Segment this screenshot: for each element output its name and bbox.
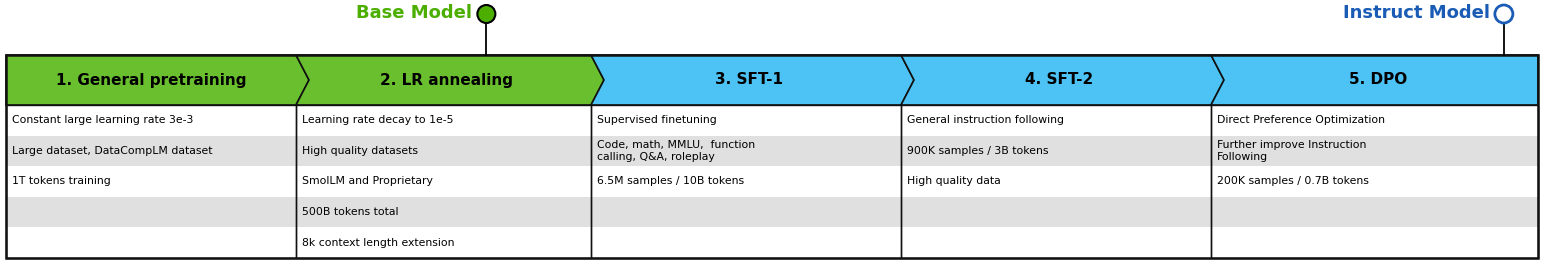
Text: High quality datasets: High quality datasets [303,146,418,156]
Text: Instruct Model: Instruct Model [1343,4,1490,22]
Text: Base Model: Base Model [357,4,472,22]
Bar [6,55,1538,258]
Bar [296,105,591,258]
Bar [296,166,591,197]
Text: 900K samples / 3B tokens: 900K samples / 3B tokens [906,146,1048,156]
Text: 500B tokens total: 500B tokens total [303,207,398,217]
Bar [296,228,591,258]
Text: Direct Preference Optimization: Direct Preference Optimization [1217,115,1385,125]
Polygon shape [902,55,1224,105]
Polygon shape [1210,55,1538,105]
Bar [6,105,296,258]
Text: Code, math, MMLU,  function
calling, Q&A, roleplay: Code, math, MMLU, function calling, Q&A,… [598,140,755,162]
Polygon shape [6,55,309,105]
Bar [1210,166,1538,197]
Bar [1210,136,1538,166]
Text: Constant large learning rate 3e-3: Constant large learning rate 3e-3 [12,115,193,125]
Bar [1210,105,1538,136]
Text: Further improve Instruction
Following: Further improve Instruction Following [1217,140,1366,162]
Text: SmolLM and Proprietary: SmolLM and Proprietary [303,177,432,187]
Bar [591,105,902,136]
Bar [902,136,1210,166]
Bar [902,197,1210,228]
Text: 6.5M samples / 10B tokens: 6.5M samples / 10B tokens [598,177,744,187]
Bar [902,105,1210,258]
Polygon shape [591,55,914,105]
Text: Supervised finetuning: Supervised finetuning [598,115,716,125]
Bar [902,228,1210,258]
Bar [6,197,296,228]
Bar [296,197,591,228]
Bar [591,197,902,228]
Ellipse shape [1495,5,1513,23]
Polygon shape [296,55,604,105]
Bar [591,105,902,258]
Bar [6,105,296,136]
Bar [6,166,296,197]
Ellipse shape [477,5,496,23]
Text: 200K samples / 0.7B tokens: 200K samples / 0.7B tokens [1217,177,1370,187]
Text: 2. LR annealing: 2. LR annealing [380,73,513,87]
Text: Learning rate decay to 1e-5: Learning rate decay to 1e-5 [303,115,454,125]
Bar [6,228,296,258]
Text: High quality data: High quality data [906,177,1001,187]
Text: Large dataset, DataCompLM dataset: Large dataset, DataCompLM dataset [12,146,213,156]
Text: 1. General pretraining: 1. General pretraining [56,73,245,87]
Bar [1210,105,1538,258]
Text: General instruction following: General instruction following [906,115,1064,125]
Bar [591,166,902,197]
Bar [6,136,296,166]
Text: 5. DPO: 5. DPO [1348,73,1407,87]
Text: 4. SFT-2: 4. SFT-2 [1025,73,1093,87]
Bar [591,136,902,166]
Bar [296,105,591,136]
Bar [591,228,902,258]
Bar [902,166,1210,197]
Text: 8k context length extension: 8k context length extension [303,238,454,248]
Bar [1210,228,1538,258]
Bar [296,136,591,166]
Bar [902,105,1210,136]
Bar [1210,197,1538,228]
Text: 1T tokens training: 1T tokens training [12,177,111,187]
Text: 3. SFT-1: 3. SFT-1 [715,73,783,87]
